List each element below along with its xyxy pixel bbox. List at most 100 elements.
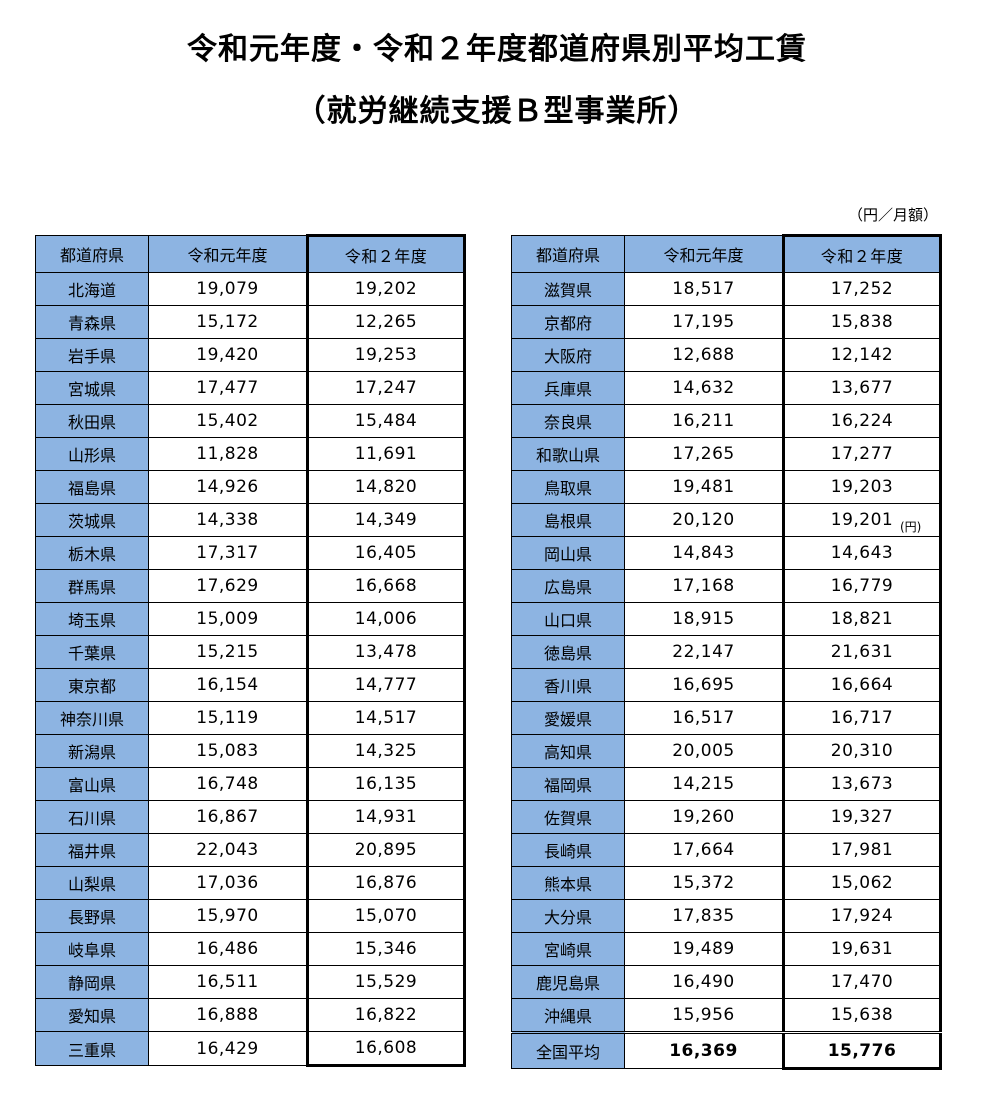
r1-wage-cell: 17,629 <box>148 569 308 603</box>
column-header: 令和元年度 <box>148 235 308 273</box>
r2-wage-cell: 16,779 <box>782 569 942 603</box>
table-row: 愛知県 16,888 16,822 <box>35 998 466 1032</box>
r2-wage-cell: 16,717 <box>782 701 942 735</box>
r2-wage-cell: 20,310 <box>782 734 942 768</box>
table-row: 徳島県 22,147 21,631 <box>511 635 942 669</box>
prefecture-cell: 秋田県 <box>35 404 149 438</box>
column-header: 令和２年度 <box>782 234 942 273</box>
r1-wage-cell: 17,265 <box>624 437 784 471</box>
wage-table-right: 都道府県 令和元年度 令和２年度 滋賀県 18,517 17,252 京都府 17,195 15… <box>511 234 942 1070</box>
table-row: 富山県 16,748 16,135 <box>35 767 466 801</box>
table-row: 長野県 15,970 15,070 <box>35 899 466 933</box>
r2-wage-cell: 17,277 <box>782 437 942 471</box>
r1-wage-cell: 16,211 <box>624 404 784 438</box>
stray-unit-note: (円) <box>900 520 922 534</box>
prefecture-cell: 岡山県 <box>511 536 625 570</box>
r1-wage-cell: 15,402 <box>148 404 308 438</box>
r1-wage-cell: 16,517 <box>624 701 784 735</box>
table-row: 岩手県 19,420 19,253 <box>35 338 466 372</box>
table-row: 山形県 11,828 11,691 <box>35 437 466 471</box>
r2-wage-cell: 15,529 <box>306 965 466 999</box>
r1-wage-cell: 11,828 <box>148 437 308 471</box>
table-row: 島根県 20,120 19,201 <box>511 503 942 537</box>
prefecture-cell: 栃木県 <box>35 536 149 570</box>
prefecture-cell: 鹿児島県 <box>511 965 625 999</box>
r2-wage-cell: 14,006 <box>306 602 466 636</box>
prefecture-cell: 茨城県 <box>35 503 149 537</box>
table-row: 新潟県 15,083 14,325 <box>35 734 466 768</box>
table-row: 岡山県 14,843 14,643 <box>511 536 942 570</box>
r2-wage-cell: 19,631 <box>782 932 942 966</box>
page-subtitle: （就労継続支援Ｂ型事業所） <box>295 94 699 129</box>
prefecture-cell: 埼玉県 <box>35 602 149 636</box>
r1-wage-cell: 12,688 <box>624 338 784 372</box>
table-row: 東京都 16,154 14,777 <box>35 668 466 702</box>
r1-wage-cell: 18,915 <box>624 602 784 636</box>
table-row: 鳥取県 19,481 19,203 <box>511 470 942 504</box>
prefecture-cell: 高知県 <box>511 734 625 768</box>
r1-wage-cell: 15,956 <box>624 998 784 1033</box>
r1-wage-cell: 18,517 <box>624 272 784 306</box>
r1-wage-cell: 14,843 <box>624 536 784 570</box>
r1-wage-cell: 19,481 <box>624 470 784 504</box>
r1-wage-cell: 17,835 <box>624 899 784 933</box>
table-row: 長崎県 17,664 17,981 <box>511 833 942 867</box>
column-header: 都道府県 <box>35 235 149 273</box>
header-row: 都道府県 令和元年度 令和２年度 <box>511 234 942 273</box>
table-row: 京都府 17,195 15,838 <box>511 305 942 339</box>
table-row: 香川県 16,695 16,664 <box>511 668 942 702</box>
r1-wage-cell: 16,429 <box>148 1031 308 1066</box>
table-row: 静岡県 16,511 15,529 <box>35 965 466 999</box>
prefecture-cell: 滋賀県 <box>511 272 625 306</box>
r2-wage-cell: 21,631 <box>782 635 942 669</box>
r2-wage-cell: 17,924 <box>782 899 942 933</box>
prefecture-cell: 北海道 <box>35 272 149 306</box>
r1-wage-cell: 14,338 <box>148 503 308 537</box>
r2-wage-cell: 14,777 <box>306 668 466 702</box>
table-row: 高知県 20,005 20,310 <box>511 734 942 768</box>
r1-wage-cell: 19,420 <box>148 338 308 372</box>
table-row: 福岡県 14,215 13,673 <box>511 767 942 801</box>
r2-wage-cell: 14,931 <box>306 800 466 834</box>
table-row: 沖縄県 15,956 15,638 <box>511 998 942 1033</box>
r1-wage-cell: 16,888 <box>148 998 308 1032</box>
prefecture-cell: 香川県 <box>511 668 625 702</box>
r1-wage-cell: 15,970 <box>148 899 308 933</box>
r2-wage-cell: 16,876 <box>306 866 466 900</box>
r2-wage-cell: 12,142 <box>782 338 942 372</box>
prefecture-cell: 岐阜県 <box>35 932 149 966</box>
r1-wage-cell: 22,043 <box>148 833 308 867</box>
r2-wage-cell: 15,638 <box>782 998 942 1033</box>
r1-wage-cell: 16,154 <box>148 668 308 702</box>
r2-wage-cell: 17,470 <box>782 965 942 999</box>
prefecture-cell: 熊本県 <box>511 866 625 900</box>
prefecture-cell: 島根県 <box>511 503 625 537</box>
table-row: 三重県 16,429 16,608 <box>35 1031 466 1067</box>
table-row: 山梨県 17,036 16,876 <box>35 866 466 900</box>
r2-wage-cell: 17,252 <box>782 272 942 306</box>
r2-wage-cell: 16,135 <box>306 767 466 801</box>
prefecture-cell: 福岡県 <box>511 767 625 801</box>
r2-wage-cell: 16,224 <box>782 404 942 438</box>
table-row: 兵庫県 14,632 13,677 <box>511 371 942 405</box>
r2-wage-cell: 13,677 <box>782 371 942 405</box>
prefecture-cell: 神奈川県 <box>35 701 149 735</box>
table-row: 大分県 17,835 17,924 <box>511 899 942 933</box>
r2-wage-cell: 19,201 <box>782 503 942 537</box>
table-row: 大阪府 12,688 12,142 <box>511 338 942 372</box>
prefecture-cell: 群馬県 <box>35 569 149 603</box>
table-row: 青森県 15,172 12,265 <box>35 305 466 339</box>
r1-wage-cell: 15,172 <box>148 305 308 339</box>
prefecture-cell: 沖縄県 <box>511 998 625 1033</box>
table-row: 福島県 14,926 14,820 <box>35 470 466 504</box>
r1-wage-cell: 16,511 <box>148 965 308 999</box>
r1-wage-cell: 19,260 <box>624 800 784 834</box>
r2-wage-cell: 19,327 <box>782 800 942 834</box>
r2-wage-cell: 17,981 <box>782 833 942 867</box>
r2-wage-cell: 14,643 <box>782 536 942 570</box>
r2-wage-cell: 15,070 <box>306 899 466 933</box>
r2-wage-cell: 14,349 <box>306 503 466 537</box>
r1-wage-cell: 15,372 <box>624 866 784 900</box>
r2-wage-cell: 13,478 <box>306 635 466 669</box>
prefecture-cell: 長野県 <box>35 899 149 933</box>
